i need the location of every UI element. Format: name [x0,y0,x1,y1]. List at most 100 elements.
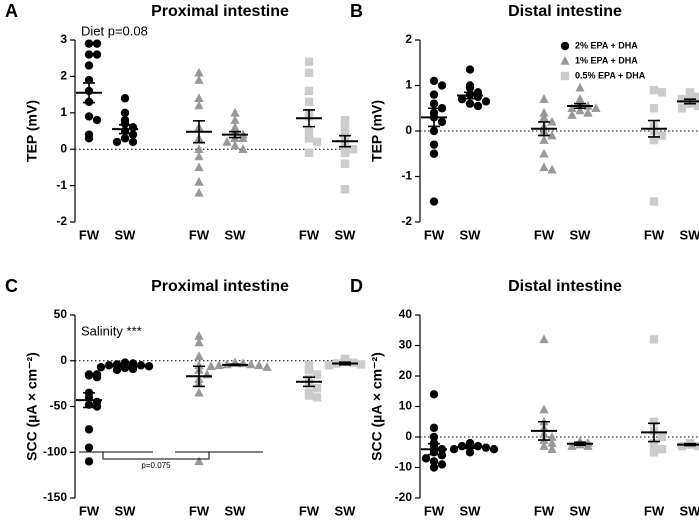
data-point [465,83,475,92]
data-point [567,110,577,119]
data-point [693,441,699,451]
data-point [657,131,667,140]
error-bar [83,391,95,409]
error-bar [339,134,351,148]
legend-marker [560,71,570,81]
data-point [304,134,314,143]
panel-letter: C [5,276,18,296]
data-point [312,393,322,402]
data-point [96,362,106,372]
data-point [583,441,593,450]
data-point [194,100,204,110]
error-bar [684,442,696,447]
data-point [304,391,314,400]
data-point [547,164,557,174]
data-point [194,75,204,84]
panel-letter: B [350,1,363,21]
data-point [304,148,314,158]
data-point [304,57,314,67]
data-point [194,456,204,466]
data-point [657,445,667,454]
error-bar [648,422,660,443]
data-point [437,460,447,469]
data-point [539,135,549,144]
data-point [649,448,659,457]
data-point [340,126,350,136]
data-point [539,404,549,414]
data-point [429,463,439,472]
data-point [214,360,224,370]
data-point [304,361,314,370]
error-bar [303,376,315,388]
panel-title: Proximal intestine [151,278,289,295]
data-point [194,176,204,186]
error-bar [538,420,550,441]
y-tick-label: 50 [54,307,68,321]
data-point [112,137,122,147]
annotation: Diet p=0.08 [81,23,148,38]
data-point [473,92,483,102]
data-point [84,134,94,143]
data-point [539,441,549,450]
x-tick-label: SW [460,503,482,518]
data-point [324,361,334,370]
y-tick-label: -1 [56,178,67,192]
data-point [649,441,659,451]
y-tick-label: -2 [56,214,67,228]
data-point [429,126,439,136]
data-point [194,331,204,340]
y-tick-label: -10 [395,460,413,474]
y-tick-label: 0 [60,353,67,367]
data-point [429,432,439,442]
data-point [429,197,439,206]
annotation: Salinity *** [81,323,142,338]
data-point [539,334,549,344]
data-point [465,448,475,457]
data-point [246,359,256,369]
data-point [437,451,447,460]
y-tick-label: 40 [399,307,413,321]
data-point [457,94,467,104]
y-tick-label: 1 [405,78,412,92]
data-point [128,130,138,139]
error-bar [648,119,660,138]
error-bar [428,107,440,128]
data-point [194,93,204,103]
data-point [539,148,549,158]
data-point [304,68,314,77]
data-point [84,39,94,48]
data-point [312,137,322,147]
legend-label: 2% EPA + DHA [575,40,638,50]
data-point [92,373,102,382]
data-point [429,423,439,433]
x-tick-label: SW [335,227,357,242]
data-point [230,125,240,135]
x-tick-label: FW [79,227,100,242]
data-point [356,360,366,369]
data-point [194,387,204,397]
data-point [429,390,439,399]
data-point [136,361,146,370]
y-tick-label: 10 [399,399,413,413]
data-point [340,159,350,168]
x-tick-label: SW [335,503,357,518]
data-point [657,88,667,97]
data-point [481,443,491,452]
data-point [429,457,439,466]
x-tick-label: SW [115,227,137,242]
x-tick-label: FW [644,503,665,518]
data-point [84,61,94,70]
x-tick-label: FW [534,503,555,518]
x-tick-label: SW [570,503,592,518]
panel-title: Proximal intestine [151,3,289,20]
data-point [340,185,350,194]
data-point [547,438,557,447]
error-bar [83,82,95,104]
data-point [194,337,204,347]
data-point [465,99,475,108]
y-tick-label: 3 [60,32,67,46]
y-tick-label: -50 [50,399,68,413]
data-point [547,130,557,140]
x-tick-label: FW [424,227,445,242]
data-point [437,81,447,90]
